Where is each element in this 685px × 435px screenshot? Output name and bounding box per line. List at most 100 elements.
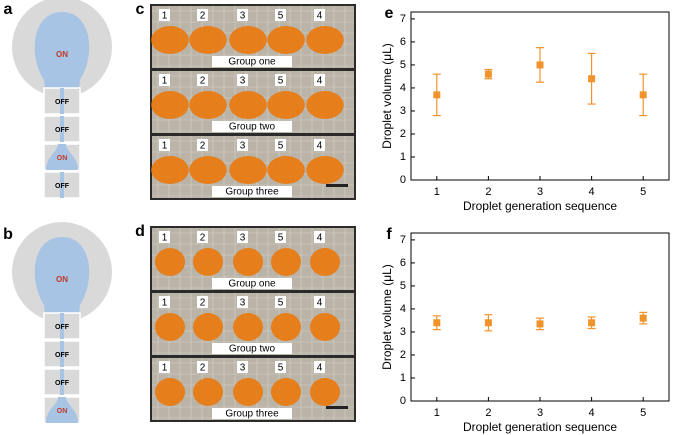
droplet-number: 2: [200, 298, 206, 309]
droplet-number: 2: [200, 11, 206, 22]
marker: [588, 75, 596, 83]
y-tick-label: 5: [400, 59, 406, 71]
group-box: [212, 56, 292, 67]
number-box: [314, 361, 325, 373]
plot-frame: [410, 232, 670, 402]
x-tick-label: 5: [640, 186, 646, 198]
number-box: [275, 361, 286, 373]
droplet-number: 5: [278, 141, 284, 152]
droplet-number: 1: [162, 76, 168, 87]
y-tick-label: 3: [400, 326, 406, 338]
droplet: [155, 248, 185, 276]
droplet: [193, 378, 223, 406]
scale-bar: [326, 184, 348, 187]
droplet: [271, 313, 301, 341]
cell-state: OFF: [55, 324, 70, 331]
y-tick-label: 1: [400, 151, 406, 163]
channel-droplet: [46, 397, 78, 423]
droplet: [189, 156, 227, 184]
droplet: [193, 248, 223, 276]
droplet-number: 2: [200, 76, 206, 87]
group-box: [212, 121, 292, 132]
droplet: [310, 313, 340, 341]
number-box: [314, 9, 325, 21]
number-box: [237, 361, 248, 373]
number-box: [159, 361, 170, 373]
cell-state: OFF: [55, 99, 70, 106]
y-tick-label: 1: [400, 372, 406, 384]
droplet-number: 2: [200, 141, 206, 152]
droplet-number: 3: [240, 363, 246, 374]
droplet: [271, 248, 301, 276]
y-tick-label: 6: [400, 257, 406, 269]
droplet-number: 4: [317, 233, 323, 244]
scale-bar: [326, 406, 348, 409]
droplet: [151, 156, 189, 184]
number-box: [197, 74, 208, 86]
marker: [536, 320, 544, 328]
group-name: Group two: [229, 344, 276, 355]
group-name: Group three: [225, 409, 279, 420]
droplet-number: 5: [278, 11, 284, 22]
droplet: [155, 313, 185, 341]
panel-label: c: [136, 1, 145, 18]
reservoir-state: ON: [56, 275, 68, 284]
number-box: [197, 361, 208, 373]
cell-state: OFF: [55, 380, 70, 387]
number-box: [159, 74, 170, 86]
number-box: [314, 139, 325, 151]
number-box: [237, 74, 248, 86]
marker: [484, 319, 492, 327]
y-tick-label: 0: [400, 174, 406, 186]
group-box: [212, 186, 292, 197]
marker: [639, 314, 647, 322]
droplet-number: 4: [317, 141, 323, 152]
droplet-number: 5: [278, 298, 284, 309]
droplet: [233, 378, 263, 406]
y-tick-label: 2: [400, 128, 406, 140]
marker: [639, 91, 647, 99]
droplet-number: 3: [240, 233, 246, 244]
droplet: [189, 26, 227, 54]
droplet: [151, 26, 189, 54]
group-name: Group three: [225, 187, 279, 198]
x-tick-label: 1: [434, 407, 440, 419]
panel-label: d: [135, 223, 145, 240]
panel-label: a: [4, 1, 13, 18]
droplet-number: 5: [278, 363, 284, 374]
channel: [60, 341, 64, 367]
y-tick-label: 2: [400, 349, 406, 361]
droplet: [155, 378, 185, 406]
panel-label: e: [385, 5, 394, 22]
cell-state: ON: [57, 408, 68, 415]
marker: [536, 61, 544, 69]
x-tick-label: 1: [434, 186, 440, 198]
number-box: [197, 296, 208, 308]
droplet-number: 3: [240, 11, 246, 22]
x-tick-label: 2: [485, 407, 491, 419]
droplet: [310, 248, 340, 276]
channel: [60, 313, 64, 339]
droplet: [151, 91, 189, 119]
marker: [588, 319, 596, 327]
number-box: [197, 139, 208, 151]
droplet: [229, 91, 267, 119]
droplet-number: 1: [162, 141, 168, 152]
droplet-number: 4: [317, 298, 323, 309]
droplet: [306, 91, 344, 119]
x-tick-label: 3: [537, 407, 543, 419]
cell-state: OFF: [55, 183, 70, 190]
droplet-number: 2: [200, 363, 206, 374]
droplet-number: 3: [240, 298, 246, 309]
marker: [433, 319, 441, 327]
droplet: [267, 26, 305, 54]
droplet: [306, 26, 344, 54]
droplet: [233, 248, 263, 276]
droplet-number: 5: [278, 233, 284, 244]
droplet-number: 2: [200, 233, 206, 244]
droplet-number: 5: [278, 76, 284, 87]
group-name: Group one: [228, 57, 276, 68]
channel-droplet: [46, 144, 78, 170]
number-box: [237, 296, 248, 308]
